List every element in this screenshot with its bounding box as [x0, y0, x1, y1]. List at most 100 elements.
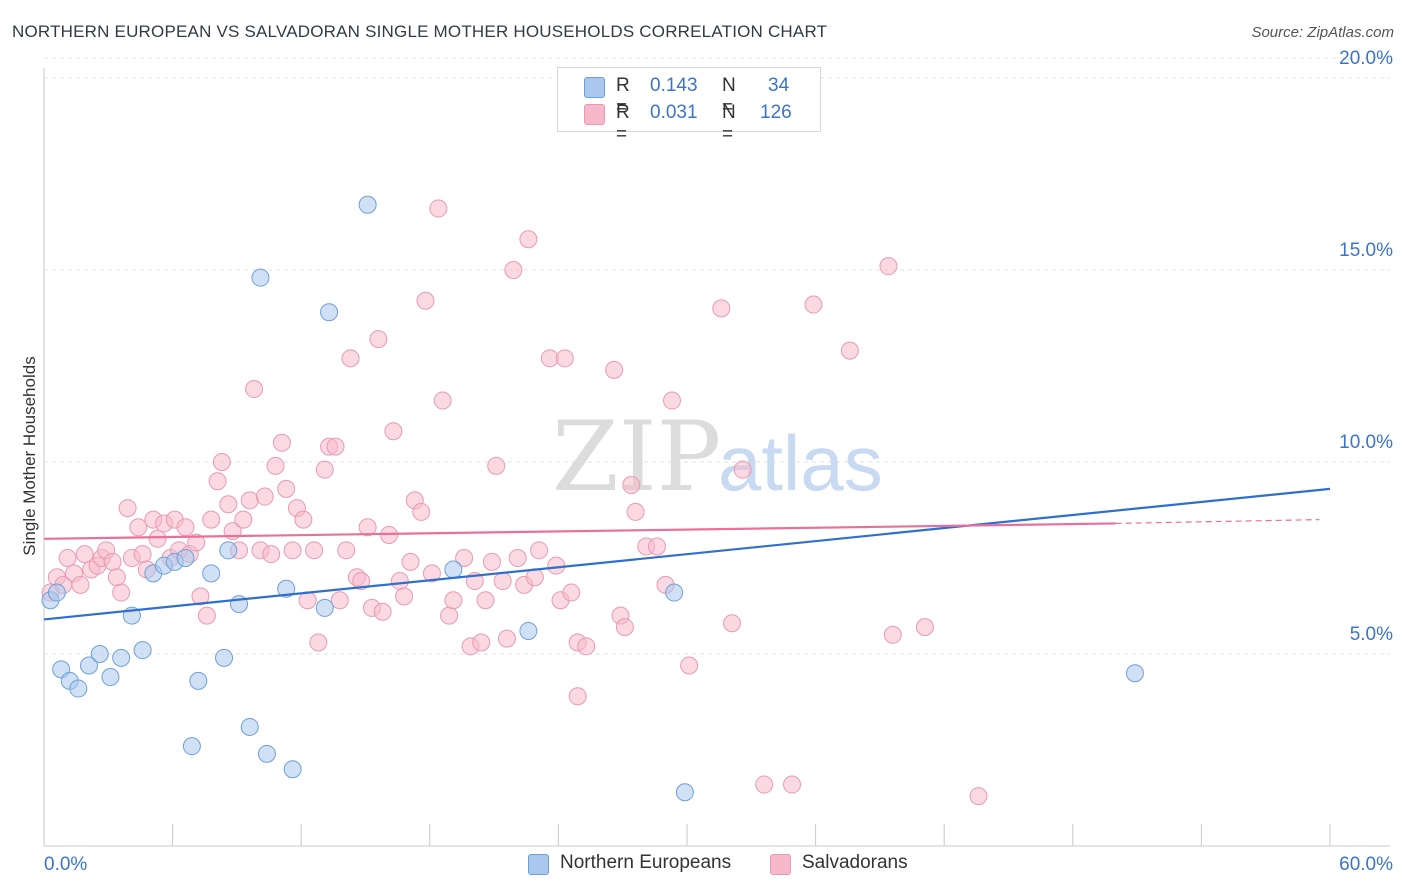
point-salvadoran — [133, 545, 152, 564]
stats-legend: R = 0.143 N = 34 R = 0.031 N = 126 — [557, 67, 821, 145]
point-salvadoran — [240, 491, 259, 510]
point-northern-european — [202, 564, 221, 583]
point-salvadoran — [369, 330, 388, 349]
point-salvadoran — [504, 261, 523, 279]
x-tick-label-max: 60.0% — [1339, 854, 1393, 875]
point-salvadoran — [733, 460, 752, 479]
point-northern-european — [665, 583, 684, 602]
point-salvadoran — [647, 537, 666, 556]
watermark-zip: ZIP — [552, 401, 721, 513]
point-salvadoran — [547, 556, 566, 575]
point-salvadoran — [416, 291, 435, 310]
point-salvadoran — [107, 568, 126, 587]
point-northern-european — [182, 737, 201, 756]
point-salvadoran — [562, 583, 581, 602]
point-salvadoran — [433, 391, 452, 410]
point-salvadoran — [440, 606, 459, 625]
point-salvadoran — [401, 552, 420, 571]
point-salvadoran — [615, 618, 634, 637]
point-salvadoran — [118, 499, 137, 518]
point-salvadoran — [245, 380, 264, 399]
watermark: ZIP atlas — [552, 401, 883, 513]
point-salvadoran — [915, 618, 934, 637]
point-salvadoran — [840, 341, 859, 360]
point-salvadoran — [555, 349, 574, 368]
point-salvadoran — [482, 552, 501, 571]
point-northern-european — [215, 648, 234, 667]
n-value: 34 — [768, 75, 790, 96]
point-salvadoran — [352, 572, 371, 591]
trend-salvadorans — [43, 522, 1116, 540]
point-northern-european — [90, 645, 109, 663]
chart-title: NORTHERN EUROPEAN VS SALVADORAN SINGLE M… — [12, 22, 828, 41]
point-salvadoran — [266, 456, 285, 475]
point-salvadoran — [341, 349, 360, 368]
point-salvadoran — [337, 541, 356, 560]
point-salvadoran — [234, 510, 253, 529]
point-northern-european — [112, 648, 131, 667]
point-salvadoran — [148, 529, 167, 548]
point-salvadoran — [412, 502, 431, 521]
point-salvadoran — [540, 349, 559, 368]
point-salvadoran — [680, 656, 699, 675]
point-salvadoran — [969, 787, 988, 806]
point-salvadoran — [112, 583, 131, 602]
n-label: N = — [722, 75, 736, 118]
point-salvadoran — [783, 775, 802, 794]
point-salvadoran — [568, 687, 587, 706]
point-salvadoran — [129, 518, 148, 537]
point-salvadoran — [723, 614, 742, 633]
source-label: Source: ZipAtlas.com — [1251, 24, 1394, 41]
point-salvadoran — [75, 545, 94, 564]
legend-label: Salvadorans — [802, 852, 908, 873]
point-salvadoran — [330, 591, 349, 610]
r-label: R = — [616, 75, 630, 118]
point-northern-european — [240, 717, 259, 736]
point-salvadoran — [283, 541, 302, 560]
point-salvadoran — [662, 391, 681, 410]
x-tick-label-min: 0.0% — [44, 854, 87, 875]
point-salvadoran — [395, 587, 414, 606]
r-value: 0.143 — [650, 75, 698, 96]
point-salvadoran — [71, 575, 90, 594]
point-salvadoran — [804, 295, 823, 314]
point-salvadoran — [626, 502, 645, 521]
point-salvadoran — [493, 572, 512, 591]
blue-swatch — [584, 77, 605, 98]
point-salvadoran — [294, 510, 313, 529]
point-northern-european — [257, 744, 276, 763]
point-salvadoran — [272, 433, 291, 452]
point-northern-european — [283, 760, 302, 779]
trend-northern-europeans — [43, 487, 1331, 621]
point-northern-european — [219, 541, 238, 560]
point-salvadoran — [472, 633, 491, 652]
point-salvadoran — [390, 572, 409, 591]
point-northern-european — [444, 560, 463, 579]
data-points — [41, 195, 1144, 806]
point-northern-european — [315, 598, 334, 617]
point-salvadoran — [444, 591, 463, 610]
point-salvadoran — [255, 487, 274, 506]
point-salvadoran — [191, 587, 210, 606]
point-salvadoran — [622, 476, 641, 495]
point-salvadoran — [58, 549, 77, 567]
pink-swatch — [770, 854, 791, 875]
point-salvadoran — [202, 510, 221, 529]
point-northern-european — [251, 268, 270, 287]
tick-labels: 5.0% 10.0% 15.0% 20.0% 0.0% 60.0% — [44, 48, 1393, 875]
point-salvadoran — [605, 360, 624, 379]
point-northern-european — [320, 303, 339, 322]
y-tick-label: 5.0% — [1350, 624, 1393, 645]
point-northern-european — [176, 549, 195, 567]
point-northern-european — [1125, 664, 1144, 683]
y-tick-label: 20.0% — [1339, 48, 1393, 69]
point-northern-european — [80, 656, 99, 675]
point-salvadoran — [476, 591, 495, 610]
point-salvadoran — [305, 541, 324, 560]
point-salvadoran — [277, 479, 296, 498]
point-salvadoran — [176, 518, 195, 537]
point-northern-european — [519, 621, 538, 640]
point-salvadoran — [384, 422, 403, 441]
point-salvadoran — [358, 518, 377, 537]
